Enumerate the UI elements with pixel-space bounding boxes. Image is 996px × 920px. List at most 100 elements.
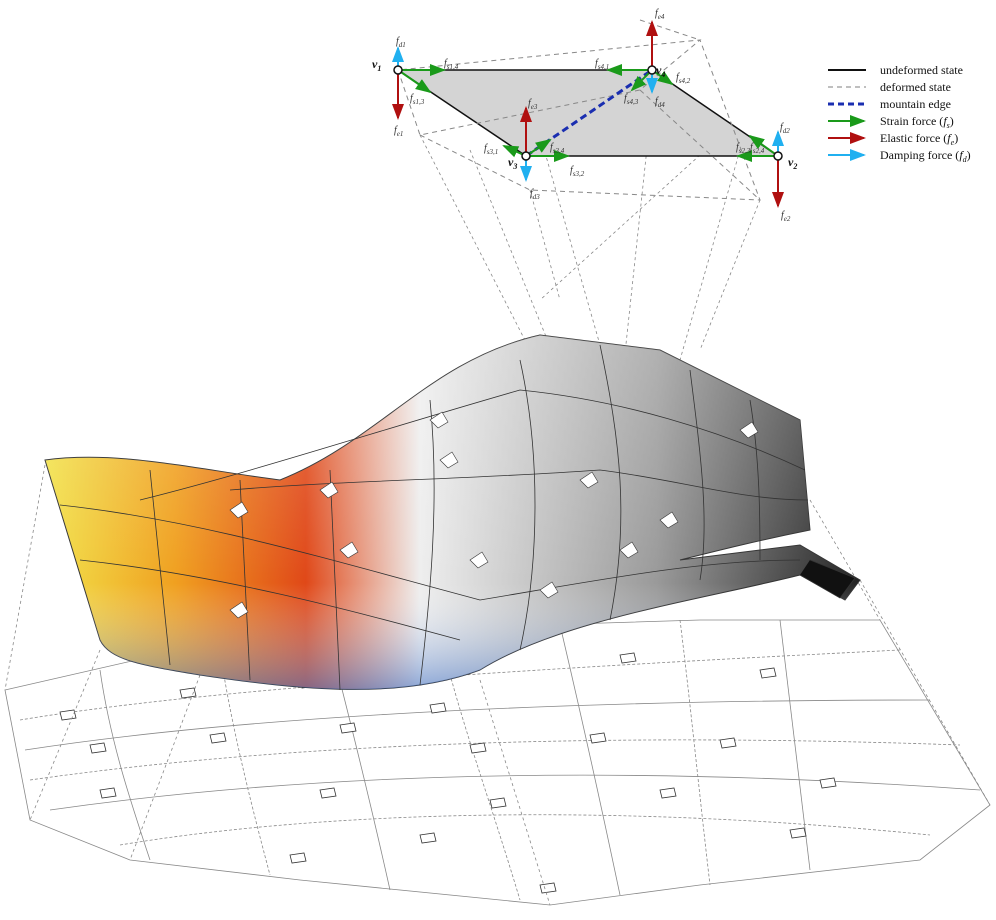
force-label: fd2 <box>780 122 790 135</box>
force-sub: s3,4 <box>553 147 565 155</box>
force-symbol: f <box>394 125 398 136</box>
force-label: fd3 <box>530 188 540 201</box>
force-symbol: f <box>780 122 784 133</box>
folded-surface <box>44 334 861 691</box>
force-label: fs4,2 <box>676 72 691 85</box>
force-label: fd4 <box>655 96 665 109</box>
force-symbol: f <box>530 188 534 199</box>
force-sub: e4 <box>658 13 665 21</box>
vertex-label: v1 <box>372 57 381 73</box>
force-label: fs4,3 <box>624 93 639 106</box>
force-sub: d2 <box>783 127 791 135</box>
legend-text: undeformed state <box>880 63 963 77</box>
force-symbol: f <box>444 58 448 69</box>
force-labels: fd1fe1fs1,4fs1,3fe4fd4fs4,1fs4,2fs4,3fe3… <box>394 8 791 223</box>
legend-symbol: f <box>959 148 964 162</box>
force-symbol: f <box>655 96 659 107</box>
legend-sub: e <box>951 138 955 147</box>
projection-lines <box>4 119 991 906</box>
force-label: fs4,1 <box>595 58 609 71</box>
force-symbol: f <box>736 142 740 153</box>
force-label: fs1,4 <box>444 58 459 71</box>
legend-label: Strain force (fs) <box>880 114 954 130</box>
legend: undeformed state deformed state mountain e… <box>828 63 971 164</box>
vertex-sub: 2 <box>792 162 797 171</box>
vertex-label: v4 <box>656 63 665 79</box>
vertex-sub: 1 <box>377 64 381 73</box>
vertex-name: v <box>788 155 794 169</box>
force-symbol: f <box>624 93 628 104</box>
force-label: fe3 <box>528 98 538 111</box>
force-label: fd1 <box>396 36 406 49</box>
force-label: fs2,4 <box>750 142 765 155</box>
force-sub: s2,3 <box>739 147 751 155</box>
force-label: fe1 <box>394 125 403 138</box>
legend-close: ) <box>950 114 954 128</box>
vertex-name: v <box>372 57 378 71</box>
force-symbol: f <box>676 72 680 83</box>
force-sub: e1 <box>397 130 404 138</box>
force-sub: d3 <box>533 193 541 201</box>
force-symbol: f <box>750 142 754 153</box>
force-sub: s3,2 <box>573 170 585 178</box>
force-symbol: f <box>781 210 785 221</box>
legend-text: Elastic force ( <box>880 131 947 145</box>
force-sub: e2 <box>784 215 791 223</box>
legend-label: undeformed state <box>880 63 963 77</box>
force-symbol: f <box>528 98 532 109</box>
force-sub: d4 <box>658 101 666 109</box>
legend-text: mountain edge <box>880 97 951 111</box>
legend-close: ) <box>954 131 958 145</box>
force-label: fe2 <box>781 210 791 223</box>
force-sub: s4,3 <box>627 98 639 106</box>
legend-sub: d <box>963 155 968 164</box>
force-symbol: f <box>410 93 414 104</box>
force-arrow <box>748 134 779 157</box>
legend-label: mountain edge <box>880 97 951 111</box>
force-sub: d1 <box>399 41 406 49</box>
legend-text: Strain force ( <box>880 114 943 128</box>
legend-text: deformed state <box>880 80 951 94</box>
force-sub: s3,1 <box>487 148 498 156</box>
force-symbol: f <box>570 165 574 176</box>
force-label: fe4 <box>655 8 665 21</box>
force-arrow <box>397 69 432 94</box>
vertex-sub: 3 <box>512 162 517 171</box>
force-symbol: f <box>655 8 659 19</box>
legend-sub: s <box>947 121 950 130</box>
force-sub: s1,4 <box>447 63 459 71</box>
legend-label: deformed state <box>880 80 951 94</box>
vertex <box>521 151 531 161</box>
legend-symbol: f <box>943 114 948 128</box>
force-arrows <box>392 20 784 208</box>
vertex-sub: 4 <box>660 70 665 79</box>
force-sub: e3 <box>531 103 538 111</box>
force-symbol: f <box>484 143 488 154</box>
quad-diagram <box>395 19 781 201</box>
force-label: fs1,3 <box>410 93 425 106</box>
floor-pattern <box>4 619 991 906</box>
force-label: fs3,4 <box>550 142 565 155</box>
force-arrow <box>525 138 552 157</box>
force-label: fs3,2 <box>570 165 585 178</box>
legend-close: ) <box>967 148 971 162</box>
legend-symbol: f <box>947 131 952 145</box>
force-symbol: f <box>396 36 400 47</box>
vertex-label: v3 <box>508 155 517 171</box>
force-sub: s4,2 <box>679 77 691 85</box>
vertex <box>773 151 783 161</box>
force-symbol: f <box>550 142 554 153</box>
vertex-name: v <box>656 63 662 77</box>
vertex-name: v <box>508 155 514 169</box>
legend-label: Damping force (fd) <box>880 148 971 164</box>
vertex-label: v2 <box>788 155 797 171</box>
force-label: fs2,3 <box>736 142 751 155</box>
force-sub: s2,4 <box>753 147 765 155</box>
force-label: fs3,1 <box>484 143 498 156</box>
legend-label: Elastic force (fe) <box>880 131 958 147</box>
force-sub: s4,1 <box>598 63 609 71</box>
force-sub: s1,3 <box>413 98 425 106</box>
vertex <box>393 65 403 75</box>
